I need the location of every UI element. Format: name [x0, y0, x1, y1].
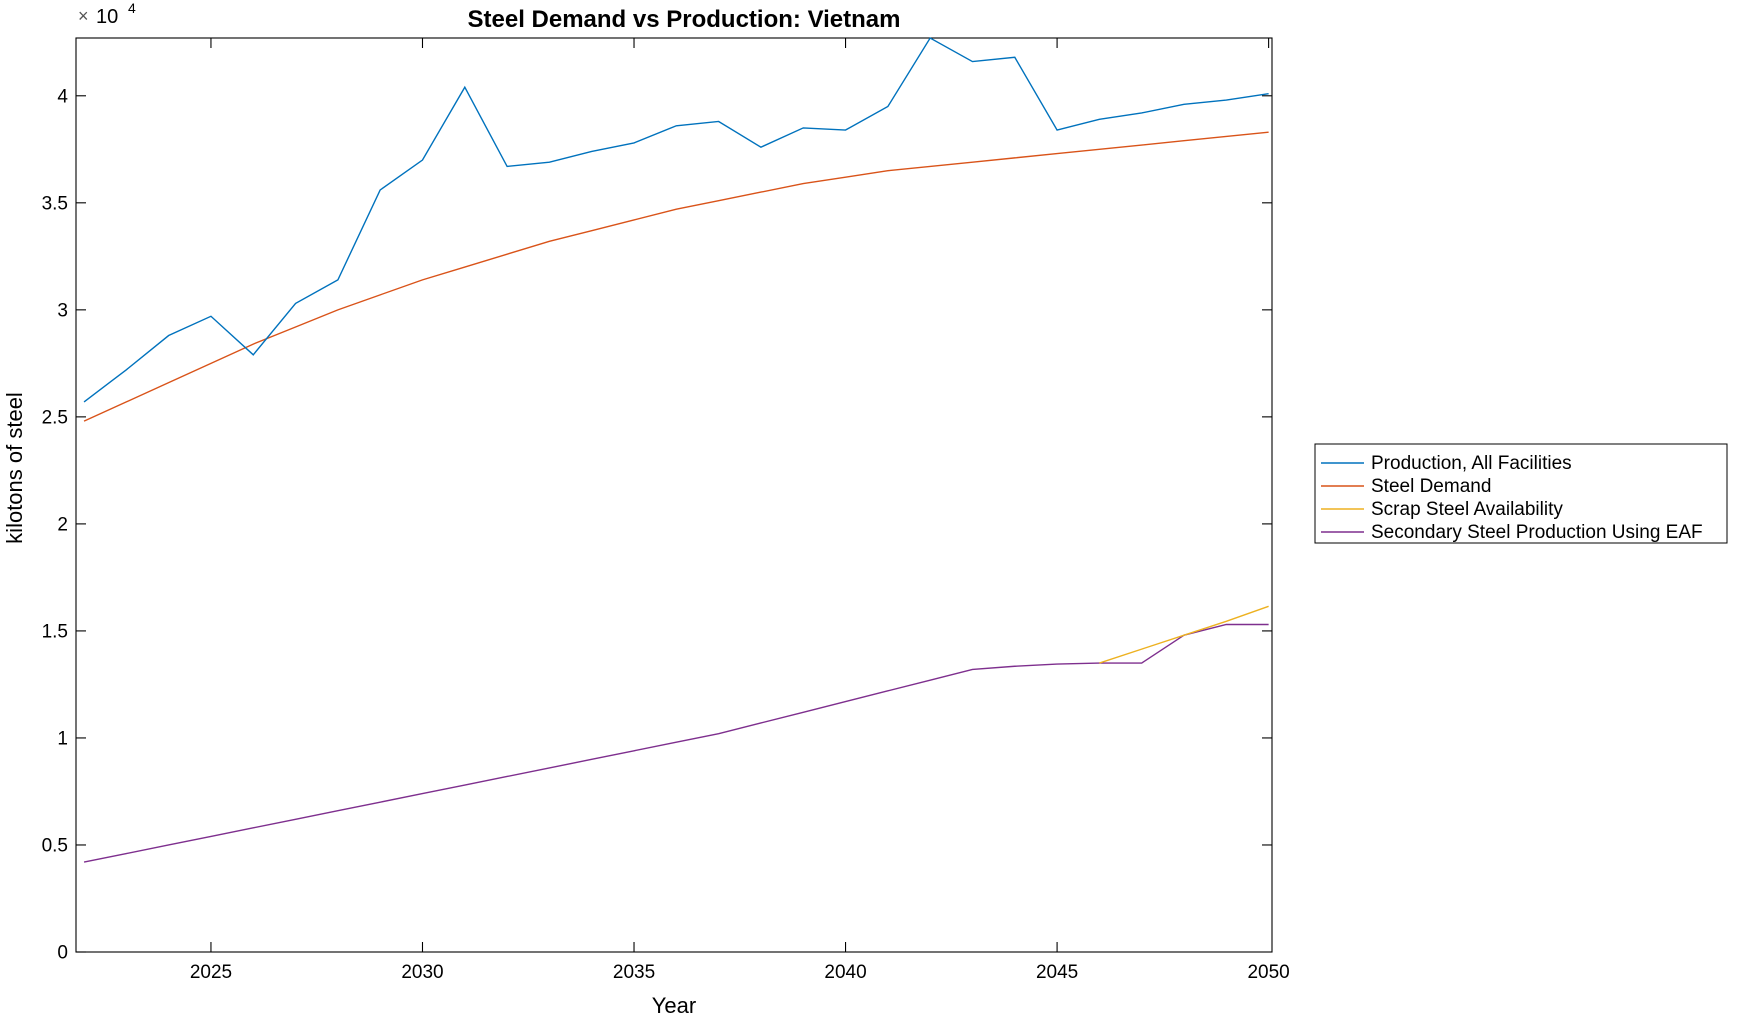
- svg-text:2025: 2025: [190, 962, 232, 983]
- svg-text:2030: 2030: [401, 962, 443, 983]
- svg-text:Secondary Steel Production Usi: Secondary Steel Production Using EAF: [1371, 522, 1703, 543]
- svg-text:0.5: 0.5: [42, 836, 68, 857]
- svg-text:3: 3: [57, 300, 68, 321]
- svg-text:Steel Demand: Steel Demand: [1371, 476, 1491, 497]
- svg-text:1: 1: [57, 728, 68, 749]
- svg-text:4: 4: [57, 86, 68, 107]
- svg-text:10: 10: [96, 6, 118, 28]
- svg-text:2.5: 2.5: [42, 407, 68, 428]
- svg-text:kilotons of steel: kilotons of steel: [2, 392, 27, 544]
- svg-text:4: 4: [128, 0, 136, 16]
- svg-text:3.5: 3.5: [42, 193, 68, 214]
- svg-text:0: 0: [57, 943, 68, 964]
- svg-text:2050: 2050: [1247, 962, 1289, 983]
- svg-text:Scrap Steel Availability: Scrap Steel Availability: [1371, 499, 1563, 520]
- svg-text:1.5: 1.5: [42, 621, 68, 642]
- svg-text:Year: Year: [652, 993, 696, 1018]
- svg-text:2035: 2035: [613, 962, 655, 983]
- svg-text:Production, All Facilities: Production, All Facilities: [1371, 453, 1572, 474]
- svg-text:2: 2: [57, 514, 68, 535]
- svg-text:×: ×: [78, 6, 89, 26]
- svg-text:2045: 2045: [1036, 962, 1078, 983]
- svg-text:Steel Demand vs Production: Vi: Steel Demand vs Production: Vietnam: [468, 6, 901, 33]
- svg-text:2040: 2040: [824, 962, 866, 983]
